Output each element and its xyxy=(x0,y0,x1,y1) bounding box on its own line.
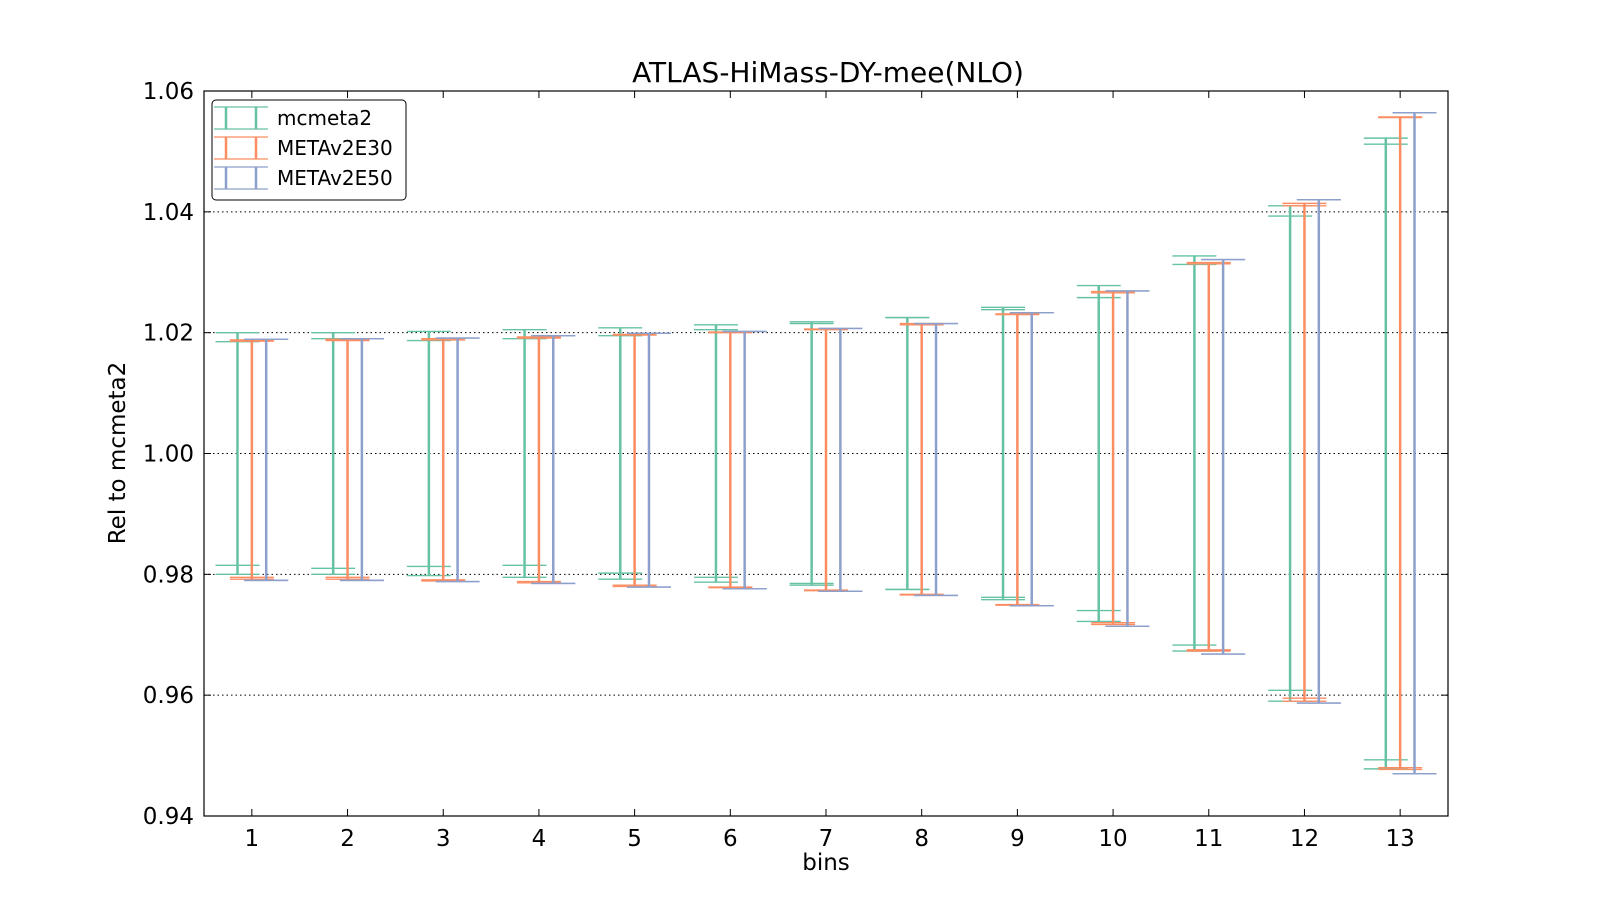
y-tick-label: 1.06 xyxy=(143,79,194,105)
errorbar-METAv2E50-bin-11 xyxy=(1201,258,1246,655)
x-tick-label: 1 xyxy=(245,826,260,852)
errorbar-METAv2E30-bin-13 xyxy=(1378,116,1423,771)
errorbar-METAv2E50-bin-1 xyxy=(244,338,289,582)
x-tick-label: 8 xyxy=(914,826,929,852)
legend-entry: mcmeta2 xyxy=(214,106,372,130)
y-tick-label: 1.04 xyxy=(143,200,194,226)
x-axis-label: bins xyxy=(802,850,850,876)
legend-label: METAv2E50 xyxy=(277,166,393,190)
legend-entry: METAv2E30 xyxy=(214,136,393,160)
legend-entry: METAv2E50 xyxy=(214,166,393,190)
x-tick-label: 6 xyxy=(723,826,738,852)
x-tick-label: 5 xyxy=(627,826,642,852)
errorbar-METAv2E50-bin-8 xyxy=(914,322,959,597)
y-tick-label: 0.96 xyxy=(143,683,194,709)
y-axis-label: Rel to mcmeta2 xyxy=(105,362,131,545)
x-tick-label: 2 xyxy=(340,826,355,852)
errorbar-METAv2E50-bin-4 xyxy=(531,334,576,585)
x-tick-label: 13 xyxy=(1386,826,1415,852)
errorbar-METAv2E50-bin-10 xyxy=(1105,290,1150,627)
x-tick-label: 11 xyxy=(1194,826,1223,852)
y-tick-label: 0.98 xyxy=(143,562,194,588)
x-tick-label: 9 xyxy=(1010,826,1025,852)
y-tick-label: 1.00 xyxy=(143,442,194,468)
axis-ticks: 0.940.960.981.001.021.041.061 2 3 4 5 6 7 8 9 10 1… xyxy=(143,79,1448,852)
x-tick-label: 7 xyxy=(819,826,834,852)
errorbar-METAv2E50-bin-7 xyxy=(818,327,863,592)
errorbar-METAv2E50-bin-5 xyxy=(626,332,671,588)
x-tick-label: 3 xyxy=(436,826,451,852)
errorbar-METAv2E50-bin-2 xyxy=(339,338,384,582)
errorbar-METAv2E50-bin-9 xyxy=(1009,312,1054,607)
x-tick-label: 12 xyxy=(1290,826,1319,852)
legend: mcmeta2 METAv2E30 METAv2E50 xyxy=(211,99,407,201)
x-tick-label: 4 xyxy=(532,826,547,852)
legend-label: METAv2E30 xyxy=(277,136,393,160)
y-tick-label: 1.02 xyxy=(143,321,194,347)
errorbar-METAv2E50-bin-3 xyxy=(435,337,480,583)
legend-label: mcmeta2 xyxy=(277,106,372,130)
errorbar-METAv2E50-bin-12 xyxy=(1296,199,1341,704)
y-tick-label: 0.94 xyxy=(143,804,194,830)
error-bars xyxy=(215,112,1437,775)
errorbar-METAv2E50-bin-13 xyxy=(1392,112,1437,775)
x-tick-label: 10 xyxy=(1098,826,1127,852)
chart-title: ATLAS-HiMass-DY-mee(NLO) xyxy=(632,56,1024,89)
errorbar-METAv2E50-bin-6 xyxy=(722,330,767,590)
legend-box xyxy=(211,99,407,201)
